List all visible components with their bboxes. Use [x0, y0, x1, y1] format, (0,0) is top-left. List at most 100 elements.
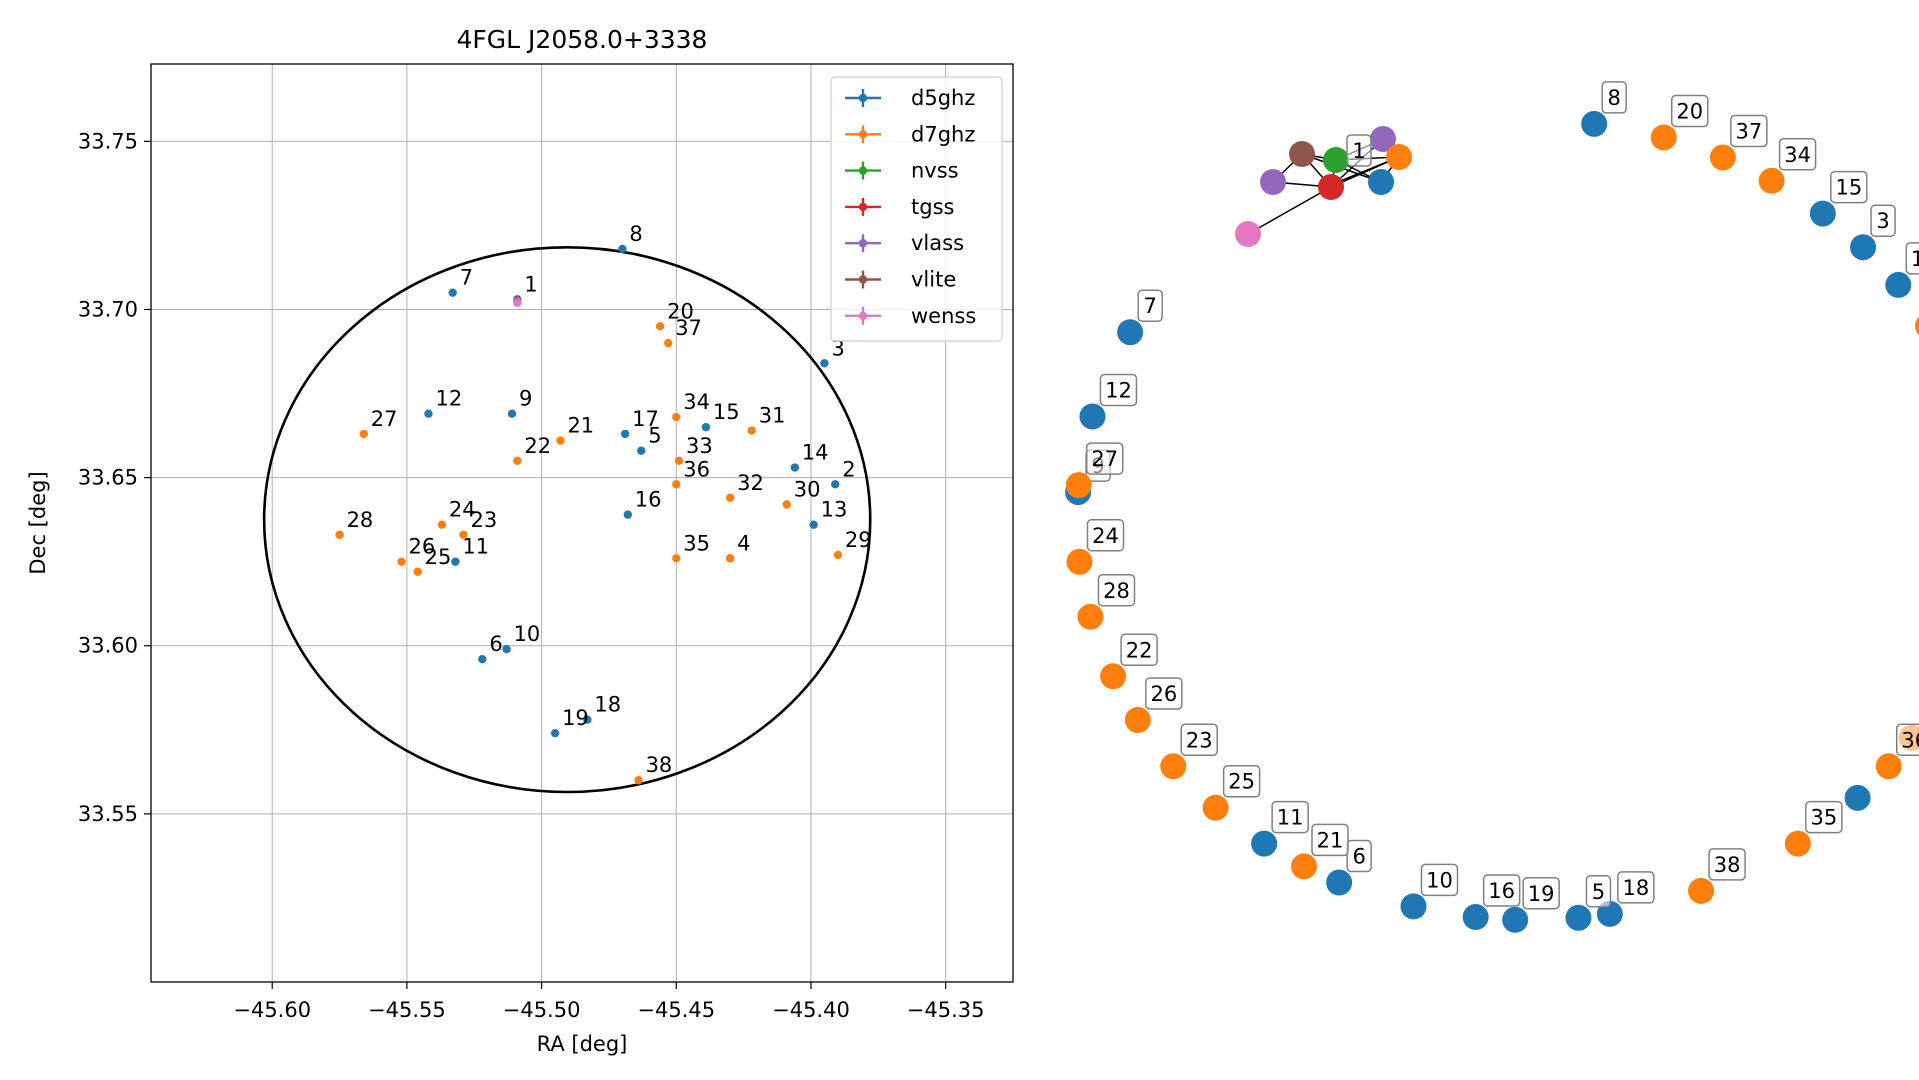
legend-dot [858, 130, 868, 139]
data-point [674, 456, 684, 465]
point-label: 16 [635, 488, 662, 512]
network-panel: 8203734153173114332323013294363538185191… [1065, 81, 1919, 933]
node-label-box [1617, 871, 1655, 904]
graph-node [1709, 144, 1736, 171]
point-label: 28 [347, 508, 374, 532]
y-axis-label: Dec [deg] [26, 471, 50, 574]
point-label: 2 [842, 457, 855, 481]
data-point [831, 480, 840, 489]
point-label: 17 [632, 407, 659, 431]
x-tick-label: −45.55 [368, 998, 446, 1022]
graph-node [1844, 784, 1871, 811]
x-tick-label: −45.45 [637, 998, 715, 1022]
graph-node [1160, 753, 1187, 780]
data-point [583, 715, 592, 724]
graph-node [1758, 167, 1785, 194]
point-label: 3 [831, 336, 844, 360]
localization-circle [262, 245, 872, 794]
data-point [448, 288, 457, 297]
node-label-box [1137, 289, 1163, 322]
data-point [782, 500, 791, 509]
graph-node [1462, 904, 1489, 931]
point-label: 10 [514, 622, 541, 646]
data-point [672, 412, 681, 422]
point-label: 6 [489, 632, 502, 656]
node-label-box [1730, 114, 1768, 148]
graph-node [1117, 319, 1144, 346]
x-tick-label: −45.35 [907, 998, 985, 1022]
data-point [413, 567, 422, 576]
node-label: 3 [1876, 209, 1889, 233]
y-tick-label: 33.70 [78, 297, 138, 321]
y-tick-label: 33.65 [78, 466, 138, 490]
graph-node [1400, 893, 1427, 920]
node-label: 26 [1150, 682, 1177, 706]
point-label: 37 [675, 316, 702, 340]
data-point [664, 338, 673, 348]
node-label-box [1271, 800, 1309, 834]
node-label: 16 [1488, 879, 1515, 903]
node-label: 24 [1092, 524, 1119, 548]
legend-label: tgss [911, 195, 954, 219]
node-label: 22 [1126, 638, 1153, 662]
point-label: 7 [460, 266, 473, 290]
point-label: 1 [524, 272, 537, 296]
legend-label: vlite [911, 268, 956, 292]
node-label-box [1420, 863, 1459, 897]
node-label: 25 [1228, 770, 1255, 794]
node-label: 15 [1835, 176, 1862, 200]
x-tick-label: −45.40 [772, 998, 850, 1022]
node-label: 28 [1103, 579, 1130, 603]
node-label-box [1222, 764, 1261, 798]
data-point [637, 446, 646, 455]
legend-dot [858, 166, 868, 175]
data-point [335, 530, 344, 539]
legend-dot [858, 239, 868, 248]
point-label: 19 [562, 706, 589, 730]
legend-label: d5ghz [911, 86, 975, 110]
node-label-box [1708, 848, 1746, 881]
node-label: 8 [1607, 86, 1620, 110]
point-label: 22 [524, 434, 551, 458]
point-label: 25 [425, 545, 452, 569]
point-label: 21 [567, 414, 594, 438]
graph-node [1065, 472, 1092, 499]
legend-label: vlass [911, 231, 964, 255]
point-label: 4 [737, 531, 750, 555]
node-label: 23 [1186, 728, 1213, 752]
node-label: 5 [1592, 880, 1605, 904]
data-point [513, 456, 522, 465]
node-label: 6 [1352, 845, 1365, 869]
node-label-box [1311, 823, 1349, 857]
graph-node [1326, 869, 1353, 896]
data-point [820, 359, 829, 368]
y-tick-label: 33.75 [78, 129, 138, 153]
data-point [725, 493, 735, 502]
data-point [502, 644, 511, 654]
node-label: 38 [1714, 853, 1741, 877]
data-point [790, 463, 800, 472]
point-label: 23 [470, 508, 497, 532]
node-label: 20 [1676, 99, 1703, 123]
graph-node [1850, 234, 1877, 261]
node-label-box [1905, 242, 1919, 275]
data-point [424, 409, 433, 418]
scatter-panel: 1234567891011121314151617181920212223242… [26, 25, 1014, 1056]
node-label-box [1482, 874, 1521, 907]
point-label: 32 [737, 471, 764, 495]
node-label-box [1601, 81, 1627, 114]
point-label: 20 [667, 299, 694, 323]
point-label: 5 [648, 424, 661, 448]
y-tick-label: 33.60 [78, 634, 138, 658]
graph-node [1291, 853, 1317, 880]
node-label-box [1805, 800, 1843, 834]
node-label: 12 [1105, 378, 1132, 402]
node-label-box [1522, 877, 1560, 910]
point-label: 35 [683, 531, 710, 555]
point-label: 26 [409, 535, 436, 559]
node-label-box [1346, 134, 1372, 167]
data-point [672, 480, 681, 489]
data-point [550, 728, 560, 738]
point-label: 38 [646, 753, 673, 777]
